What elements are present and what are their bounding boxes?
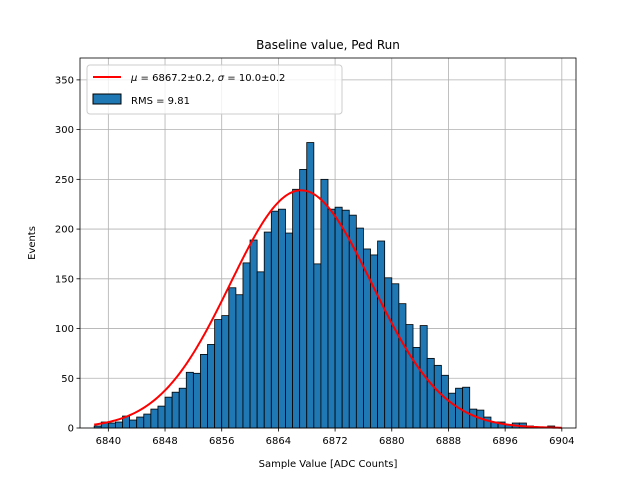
- histogram-bar: [320, 178, 329, 429]
- legend-hist-label: RMS = 9.81: [131, 96, 190, 107]
- histogram-bar: [313, 263, 322, 429]
- x-tick-label: 6856: [209, 436, 234, 447]
- legend-fit-label: μ = 6867.2±0.2, σ = 10.0±0.2: [130, 73, 285, 84]
- histogram-bar: [207, 344, 216, 429]
- y-tick-label: 300: [55, 125, 74, 136]
- histogram-bar: [129, 419, 138, 429]
- histogram-bar: [299, 168, 308, 429]
- histogram-bar: [256, 271, 265, 429]
- histogram-bar: [235, 294, 244, 429]
- histogram-bar: [292, 188, 301, 429]
- legend-box: [86, 64, 343, 115]
- y-tick-label: 250: [55, 175, 74, 186]
- y-tick-label: 100: [55, 324, 74, 335]
- histogram-bar: [270, 210, 279, 429]
- y-tick-label: 50: [61, 374, 74, 385]
- legend-sigma-text: = 10.0±0.2: [224, 73, 285, 84]
- histogram-bar: [185, 371, 194, 429]
- histogram-bar: [426, 357, 435, 429]
- y-tick-label: 350: [55, 75, 74, 86]
- histogram-bar: [306, 142, 315, 429]
- y-tick-label: 150: [55, 274, 74, 285]
- histogram-bar: [221, 315, 230, 429]
- histogram-bar: [249, 239, 258, 429]
- histogram-bar: [469, 408, 478, 429]
- histogram-bar: [157, 405, 166, 429]
- x-tick-label: 6904: [549, 436, 574, 447]
- histogram-bar: [327, 208, 336, 429]
- x-tick-label: 6864: [266, 436, 291, 447]
- histogram-bar: [150, 408, 159, 429]
- x-axis-ticks: 6840 6848 6856 6864 6872 6880 6888 6896 6904: [96, 428, 575, 447]
- histogram-bar: [384, 277, 393, 429]
- legend-sigma-symbol: σ: [218, 73, 225, 84]
- x-tick-label: 6840: [96, 436, 121, 447]
- plot-area: 6840 6848 6856 6864 6872 6880 6888 6896 6904 0 50…: [55, 57, 577, 447]
- histogram-bar: [107, 422, 116, 429]
- histogram-bar: [285, 232, 293, 429]
- legend: μ = 6867.2±0.2, σ = 10.0±0.2 RMS = 9.81: [86, 64, 343, 115]
- chart-title: Baseline value, Ped Run: [256, 38, 400, 52]
- histogram-bar: [277, 208, 286, 429]
- histogram-bar: [377, 240, 386, 429]
- histogram-bar: [192, 372, 201, 429]
- x-tick-label: 6848: [152, 436, 177, 447]
- histogram-bar: [136, 416, 145, 429]
- histogram-bar: [214, 319, 223, 429]
- histogram-bar: [228, 287, 237, 429]
- gaussian-fit-line: [94, 189, 562, 429]
- histogram-bar: [334, 206, 343, 429]
- histogram-bar: [391, 283, 400, 429]
- plot-frame: [79, 57, 577, 429]
- histogram-bar: [200, 353, 208, 429]
- histogram-bar: [143, 413, 152, 429]
- histogram-bar: [398, 303, 407, 429]
- histogram-bar: [483, 416, 492, 429]
- histogram-bar: [171, 391, 180, 429]
- x-tick-label: 6888: [436, 436, 461, 447]
- histogram-bar: [440, 374, 449, 429]
- legend-mu-text: = 6867.2±0.2,: [137, 73, 217, 84]
- legend-hist-swatch: [92, 93, 122, 105]
- histogram-bar: [263, 231, 272, 429]
- x-tick-label: 6896: [492, 436, 517, 447]
- x-axis-title: Sample Value [ADC Counts]: [259, 459, 398, 470]
- histogram-bar: [164, 396, 173, 429]
- histogram-bar: [448, 392, 456, 429]
- y-tick-label: 0: [68, 424, 74, 435]
- legend-mu-symbol: μ: [130, 73, 137, 84]
- histogram-bar: [341, 209, 350, 429]
- y-axis-title: Events: [27, 226, 38, 260]
- y-axis-ticks: 0 50 100 150 200 250 300 350: [55, 75, 80, 435]
- histogram-bar: [115, 421, 123, 429]
- histogram-bar: [433, 364, 442, 429]
- y-tick-label: 200: [55, 225, 74, 236]
- x-tick-label: 6872: [322, 436, 347, 447]
- histogram-bar: [405, 324, 414, 429]
- x-tick-label: 6880: [379, 436, 404, 447]
- histogram-bar: [462, 386, 471, 429]
- histogram-bar: [412, 347, 421, 429]
- histogram-bar: [178, 387, 187, 429]
- histogram-bar: [242, 262, 251, 429]
